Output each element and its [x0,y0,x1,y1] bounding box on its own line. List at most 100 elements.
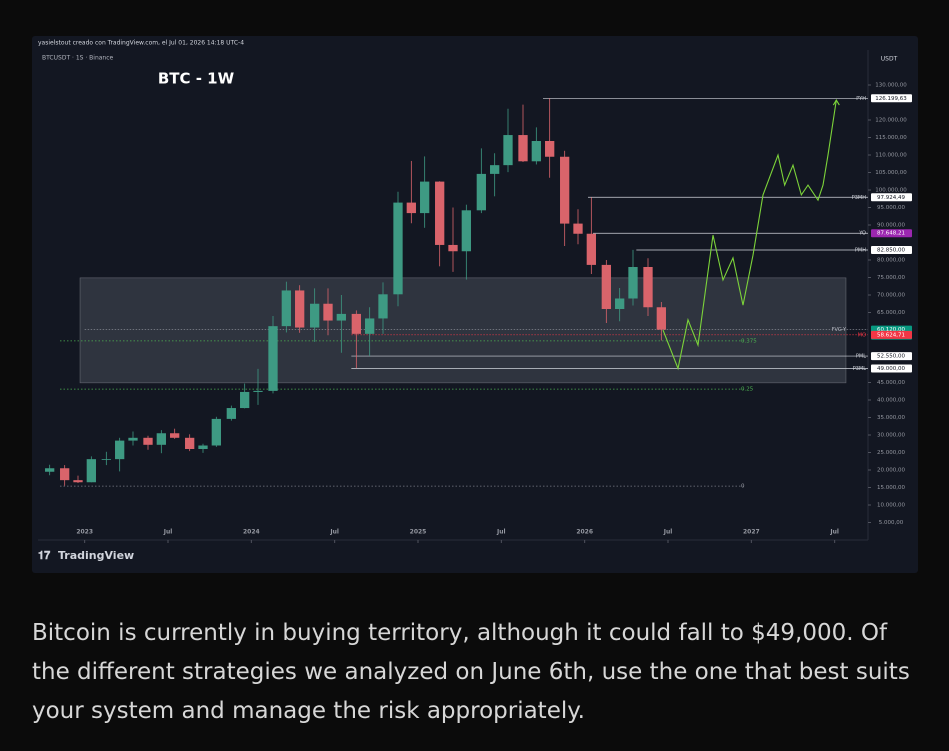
candle-body [73,480,83,483]
candle-body [336,313,346,321]
candle [476,148,486,214]
price-badge [871,246,912,255]
candle [336,295,346,353]
candle [115,437,125,472]
price-badge [871,229,912,238]
candle [656,302,666,341]
x-tick-label: 2025 [410,529,427,536]
candle [420,156,430,228]
price-badge-label: 60.120,00 [877,327,905,333]
candle [323,288,333,336]
chart-screenshot: yasielstout creado con TradingView.com, … [32,36,918,573]
candle-body [60,468,70,481]
candle [628,249,638,306]
candle-body [573,223,583,234]
candle [73,475,83,483]
candle-body [531,141,541,162]
price-badge [871,330,912,339]
candle-body [490,165,500,174]
symbol: BTCUSDT · 1S · Binance [42,55,114,62]
x-tick-label: 2027 [743,529,760,536]
candle-body [268,326,278,391]
level-label: FVG-Y [832,327,847,333]
candle-body [295,290,305,328]
candle [393,191,403,307]
logo-mark: 𝟏𝟕 [38,549,51,562]
candle [143,435,153,450]
fib-label: 0.25 [741,387,754,393]
x-tick-label: 2024 [243,529,260,536]
price-badge-label: 87.648,21 [877,231,905,237]
candle-body [128,437,138,441]
candle-body [226,408,236,419]
candle [310,288,320,342]
y-tick-label: 75.000,00 [877,275,905,281]
candle-body [351,313,361,334]
x-tick-label: 2026 [576,529,593,536]
y-tick-label: 5.000,00 [879,520,904,526]
price-badge-label: 126.199,63 [875,96,907,102]
candle-body [461,210,471,252]
level-label: P3MH [852,195,867,201]
y-tick-label: 95.000,00 [877,205,905,211]
level-label: PML [856,354,866,360]
candle [503,108,513,173]
candle [365,307,375,356]
logo: 𝟏𝟕 TradingView [38,549,134,562]
fib-label: 0 [741,484,745,490]
candle-body [198,445,208,449]
candle [615,288,625,322]
y-tick-label: 65.000,00 [877,310,905,316]
candle-body [310,303,320,328]
candle-body [143,437,153,445]
candle-body [420,181,430,214]
candle [573,209,583,245]
candle [211,416,221,447]
candle [643,258,653,316]
candle-body [393,202,403,295]
price-badge-label: 52.550,00 [877,354,905,360]
candle [170,428,180,439]
level-label: P3ML [853,366,867,372]
price-badge [871,364,912,373]
x-tick-label: Jul [663,529,673,536]
candle [45,464,55,476]
candle [490,153,500,197]
y-tick-label: 80.000,00 [877,258,905,264]
candle [560,150,570,246]
y-tick-label: 115.000,00 [875,135,907,141]
price-badge [871,94,912,103]
level-label: PYH [856,96,866,102]
candle [586,197,596,274]
y-tick-label: 35.000,00 [877,415,905,421]
level-label: PMH [855,248,866,254]
candle-body [365,318,375,334]
candle-body [656,307,666,330]
y-tick-label: 100.000,00 [875,188,907,194]
candle-body [185,437,195,449]
y-tick-label: 110.000,00 [875,153,907,159]
candle-body [406,202,416,214]
candle [185,434,195,452]
price-badge-label: 49.000,00 [877,366,905,372]
candle [86,456,96,483]
chart-panel [32,36,918,573]
candle [461,204,471,280]
candle-body [86,459,96,483]
candle [531,127,541,165]
price-badge-label: 97.924,49 [877,195,905,201]
candle-body [45,468,55,472]
projection-line [662,99,837,371]
candle [156,430,166,454]
candle-body [435,181,445,245]
candle-body [560,156,570,224]
candle [378,282,388,334]
candle [198,443,208,453]
candle [448,207,458,272]
candle-body [615,298,625,309]
candle [545,98,555,178]
level-label: YO [858,231,866,237]
candle-body [503,135,513,166]
candle [101,451,111,466]
y-tick-label: 25.000,00 [877,450,905,456]
